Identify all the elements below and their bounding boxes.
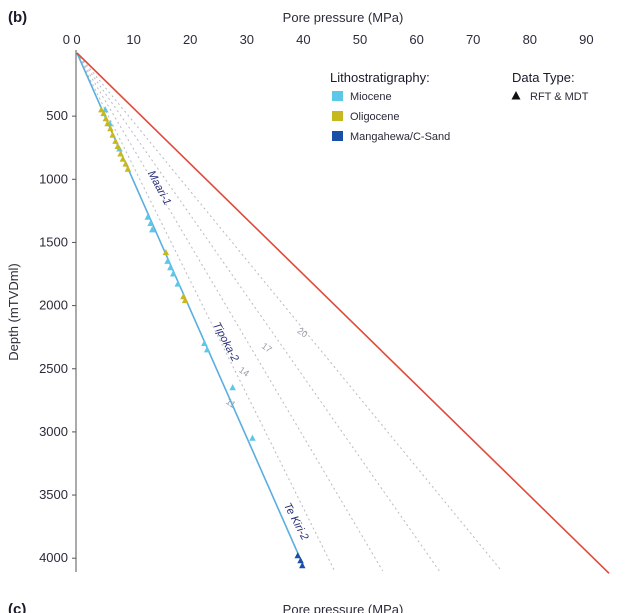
x-axis-title: Pore pressure (MPa) — [283, 10, 404, 25]
well-label: Te Kiri-2 — [281, 501, 311, 542]
data-point — [104, 120, 111, 127]
y-tick-label: 0 — [63, 32, 70, 47]
legend-lithostratigraphy-title: Lithostratigraphy: — [330, 70, 430, 85]
gradient-line-label: 14 — [237, 365, 251, 379]
well-label: Maari-1 — [145, 169, 173, 208]
legend-swatch — [332, 111, 343, 121]
data-point — [119, 155, 127, 162]
data-point — [249, 434, 256, 441]
x-tick-label: 60 — [409, 32, 423, 47]
reference-lines — [76, 52, 610, 574]
gradient-line — [76, 52, 335, 572]
y-tick-label: 4000 — [39, 550, 68, 565]
gradient-line-label: 20 — [295, 326, 309, 340]
x-tick-label: 40 — [296, 32, 310, 47]
x-tick-label: 70 — [466, 32, 480, 47]
bottom-panel-label: (c) — [8, 601, 26, 613]
y-tick-label: 2000 — [39, 298, 68, 313]
y-tick-label: 3500 — [39, 487, 68, 502]
data-point — [117, 150, 124, 157]
data-point — [100, 110, 107, 117]
legend-label: Oligocene — [350, 111, 400, 123]
x-tick-label: 20 — [183, 32, 197, 47]
gradient-line — [76, 52, 384, 572]
legend-data-type-title: Data Type: — [512, 70, 575, 85]
data-point — [201, 339, 208, 347]
legend-label: Miocene — [350, 91, 392, 103]
well-labels: Maari-1 Tipoka-2 Te Kiri-2 — [145, 169, 310, 543]
data-point — [144, 213, 151, 220]
data-point — [147, 219, 154, 227]
x-tick-label: 80 — [523, 32, 537, 47]
data-point — [294, 552, 301, 559]
lithostatic-line — [76, 52, 610, 574]
y-tick-label: 1500 — [39, 234, 68, 249]
data-point — [114, 142, 121, 149]
gradient-line — [76, 52, 502, 572]
bottom-panel-axis-title: Pore pressure (MPa) — [283, 602, 404, 613]
data-point — [109, 131, 116, 138]
legend: Lithostratigraphy: Miocene Oligocene Manga… — [330, 70, 589, 143]
x-tick-label: 50 — [353, 32, 367, 47]
legend-lithostratigraphy-items: Miocene Oligocene Mangahewa/C-Sand — [332, 91, 450, 143]
legend-label: Mangahewa/C-Sand — [350, 131, 450, 143]
data-point — [181, 296, 189, 304]
x-tick-label: 0 — [73, 32, 80, 47]
data-point — [162, 248, 170, 256]
data-point — [167, 264, 174, 271]
data-point — [169, 270, 177, 277]
data-point — [297, 557, 304, 564]
data-point — [122, 160, 129, 167]
y-axis-title: Depth (mTVDml) — [6, 263, 21, 361]
gradient-line-label: 17 — [260, 341, 274, 355]
y-tick-label: 1000 — [39, 171, 68, 186]
x-tick-label: 10 — [126, 32, 140, 47]
data-point — [149, 226, 156, 233]
well-label: Tipoka-2 — [210, 320, 241, 363]
y-tick-label: 500 — [46, 108, 68, 123]
data-point — [98, 106, 105, 113]
hydrostatic-line — [76, 52, 305, 567]
legend-label: RFT & MDT — [530, 91, 589, 103]
x-tick-label: 90 — [579, 32, 593, 47]
data-point — [107, 125, 114, 132]
data-point — [112, 137, 119, 144]
x-tick-labels: 0 10 20 30 40 50 60 70 80 90 — [73, 32, 593, 47]
data-point — [203, 346, 211, 353]
x-tick-label: 30 — [240, 32, 254, 47]
y-tick-label: 3000 — [39, 424, 68, 439]
data-point — [229, 384, 236, 391]
gradient-line — [76, 52, 440, 572]
legend-swatch — [332, 131, 343, 141]
legend-data-type-items: RFT & MDT — [511, 91, 589, 103]
y-tick-label: 2500 — [39, 361, 68, 376]
y-tick-labels: 0 500 1000 1500 2000 2500 3000 3500 4000 — [39, 32, 76, 565]
legend-swatch — [332, 91, 343, 101]
data-point — [164, 257, 171, 264]
panel-label: (b) — [8, 9, 27, 26]
data-point — [174, 280, 181, 287]
data-point — [102, 115, 110, 122]
data-point — [124, 165, 132, 172]
data-point — [299, 562, 306, 569]
legend-symbol — [511, 91, 521, 100]
data-points — [98, 106, 306, 569]
